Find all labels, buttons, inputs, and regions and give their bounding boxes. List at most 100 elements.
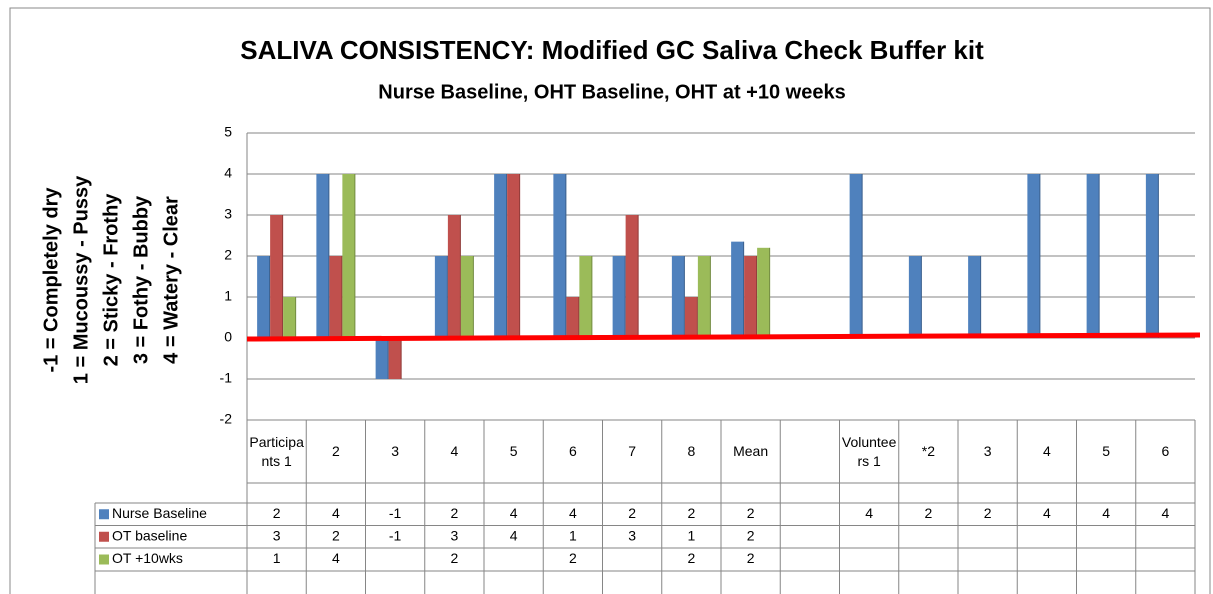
table-value: 2 xyxy=(924,505,932,521)
legend-swatch xyxy=(99,554,109,565)
x-tick-label: 5 xyxy=(1102,443,1111,459)
bar xyxy=(270,215,284,338)
bar-shadow xyxy=(980,256,982,338)
table-value: 2 xyxy=(450,550,458,566)
bar-shadow xyxy=(400,338,402,379)
bar-shadow xyxy=(472,256,474,338)
bar-shadow xyxy=(519,174,521,338)
x-tick-label: 4 xyxy=(450,443,459,459)
zero-annotation xyxy=(246,332,1201,342)
legend-label: Nurse Baseline xyxy=(112,505,207,521)
x-tick-label: *2 xyxy=(921,443,935,459)
bar xyxy=(1145,174,1159,338)
x-tick-cell: 2 xyxy=(331,443,340,459)
x-tick-cell: 4 xyxy=(1042,443,1051,459)
y-label-line: -1 = Completely dry xyxy=(40,187,62,373)
bar xyxy=(684,297,698,338)
table-value: 2 xyxy=(687,505,695,521)
bar xyxy=(283,297,297,338)
bar xyxy=(460,256,474,338)
x-tick-cell: 8 xyxy=(687,443,695,459)
x-tick-label: Volunteers 1 xyxy=(841,433,897,469)
legend-label: OT +10wks xyxy=(112,550,183,566)
x-tick-label: 7 xyxy=(628,443,637,459)
x-tick-label: 5 xyxy=(509,443,518,459)
bar xyxy=(1086,174,1100,338)
y-tick-label: -1 xyxy=(220,370,233,386)
bar xyxy=(908,256,922,338)
y-label-line: 3 = Fothy - Bubby xyxy=(130,195,152,364)
bar-shadow xyxy=(282,215,284,338)
table-value: 2 xyxy=(273,505,281,521)
table-value: 2 xyxy=(687,550,695,566)
bar-shadow xyxy=(709,256,711,338)
table-value: 4 xyxy=(510,505,518,521)
y-tick-label: -2 xyxy=(220,411,233,427)
chart-frame xyxy=(9,7,1211,594)
x-tick-label: 6 xyxy=(1161,443,1170,459)
y-tick-label: 0 xyxy=(224,329,232,345)
table-value: 2 xyxy=(569,550,577,566)
bar-shadow xyxy=(861,174,863,338)
bar-shadow xyxy=(446,256,448,338)
bar-shadow xyxy=(683,256,685,338)
table-value: 2 xyxy=(450,505,458,521)
table-value: 4 xyxy=(1102,505,1110,521)
bar xyxy=(342,174,356,338)
bar-shadow xyxy=(269,256,271,338)
bar-shadow xyxy=(624,256,626,338)
table-value: 2 xyxy=(628,505,636,521)
bar xyxy=(671,256,685,338)
y-axis-label: -1 = Completely dry 1 = Mucoussy - Pussy 2… xyxy=(40,175,182,384)
table-value: 3 xyxy=(273,527,281,543)
table-value: 4 xyxy=(1161,505,1169,521)
bar-shadow xyxy=(341,256,343,338)
x-tick-label: 2 xyxy=(331,443,340,459)
x-tick-cell: *2 xyxy=(921,443,935,459)
bar xyxy=(494,174,508,338)
bar xyxy=(553,174,567,338)
x-tick-label: 3 xyxy=(391,443,400,459)
x-tick-label: Participants 1 xyxy=(249,433,304,469)
bar xyxy=(375,338,389,379)
table-value: 2 xyxy=(747,550,755,566)
table-value: -1 xyxy=(389,505,402,521)
table-value: 1 xyxy=(273,550,281,566)
bar xyxy=(388,338,402,379)
bar-shadow xyxy=(578,297,580,338)
bar-shadow xyxy=(637,215,639,338)
bar-shadow xyxy=(1098,174,1100,338)
bar-shadow xyxy=(756,256,758,338)
table-value: 3 xyxy=(628,527,636,543)
table-value: 4 xyxy=(332,505,340,521)
bar xyxy=(329,256,343,338)
legend-swatch xyxy=(99,531,109,542)
x-tick-cell: Participants 1 xyxy=(249,433,304,469)
table-value: 2 xyxy=(747,505,755,521)
y-tick-label: 4 xyxy=(224,165,232,181)
bar xyxy=(566,297,580,338)
x-tick-cell: Volunteers 1 xyxy=(841,433,897,469)
legend-swatch xyxy=(99,509,109,520)
bar xyxy=(625,215,639,338)
bar-shadow xyxy=(459,215,461,338)
bar-shadow xyxy=(506,174,508,338)
bar xyxy=(731,241,745,338)
table-value: 1 xyxy=(569,527,577,543)
table-value: 1 xyxy=(687,527,695,543)
table-value: 3 xyxy=(450,527,458,543)
x-tick-label: 4 xyxy=(1042,443,1051,459)
bar-shadow xyxy=(328,174,330,338)
bar-shadow xyxy=(565,174,567,338)
chart-subtitle: Nurse Baseline, OHT Baseline, OHT at +10… xyxy=(378,81,845,103)
y-tick-label: 5 xyxy=(224,124,232,140)
y-label-line: 4 = Watery - Clear xyxy=(160,196,182,364)
bar xyxy=(447,215,461,338)
table-value: 2 xyxy=(984,505,992,521)
bar-shadow xyxy=(696,297,698,338)
table-value: 4 xyxy=(510,527,518,543)
legend-label: OT baseline xyxy=(112,527,187,543)
y-tick-label: 3 xyxy=(224,206,232,222)
bar xyxy=(507,174,521,338)
